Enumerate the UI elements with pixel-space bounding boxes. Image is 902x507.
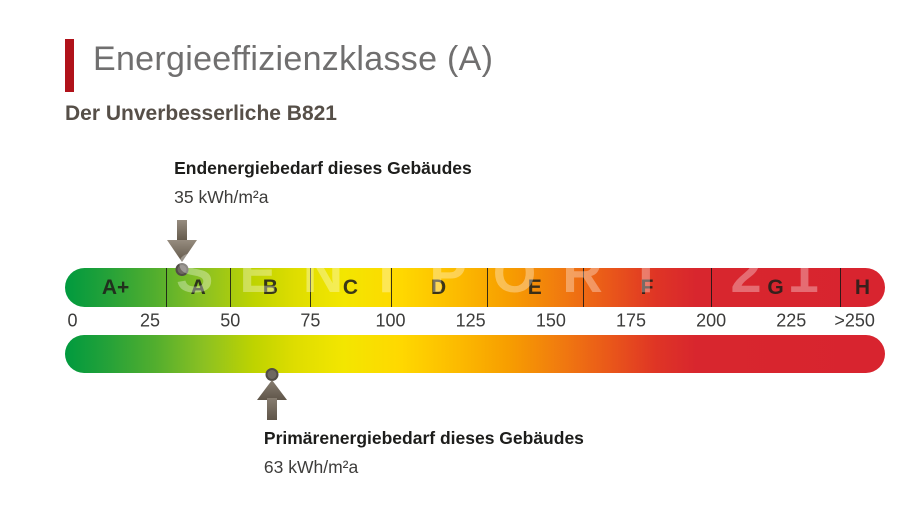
class-divider	[390, 268, 392, 307]
endenergie-value: 35 kWh/m²a	[174, 187, 269, 207]
scale-ticks-row: 0 25 50 75 100 125 150 175 200 225 >250	[65, 307, 885, 335]
class-divider	[839, 268, 841, 307]
scale-tick: >250	[834, 310, 875, 331]
class-label-c: C	[342, 275, 359, 299]
primaerenergie-arrow	[255, 368, 289, 426]
scale-tick: 150	[535, 310, 566, 331]
gradient-band	[65, 335, 885, 373]
class-divider	[230, 268, 232, 307]
class-label-a: A	[190, 275, 206, 299]
arrow-up-icon	[256, 380, 287, 420]
class-label-d: D	[431, 275, 447, 299]
class-label-g: G	[767, 275, 784, 299]
class-label-e: E	[527, 275, 542, 299]
scale-tick: 225	[776, 310, 807, 331]
scale-tick: 200	[696, 310, 727, 331]
class-divider	[166, 268, 168, 307]
endenergie-indicator: Endenergiebedarf dieses Gebäudes 35 kWh/…	[174, 157, 472, 208]
primaerenergie-label: Primärenergiebedarf dieses Gebäudes	[263, 428, 584, 448]
primaerenergie-indicator: Primärenergiebedarf dieses Gebäudes 63 k…	[264, 427, 584, 478]
class-label-b: B	[262, 275, 278, 299]
scale-tick: 25	[140, 310, 161, 331]
title-accent-bar	[65, 39, 74, 92]
energy-scale: A+ A B C D E F G H 0 25 50 75 100 125 150 175 200 225 >250	[65, 220, 885, 420]
class-band: A+ A B C D E F G H	[65, 268, 885, 307]
property-name: Der Unverbesserliche B821	[65, 102, 337, 125]
endenergie-label: Endenergiebedarf dieses Gebäudes	[174, 158, 472, 178]
class-divider	[711, 268, 713, 307]
scale-tick: 75	[300, 310, 321, 331]
arrow-down-icon	[167, 220, 198, 262]
class-divider	[486, 268, 488, 307]
scale-tick: 50	[220, 310, 241, 331]
scale-tick: 175	[615, 310, 647, 331]
scale-tick: 0	[67, 310, 78, 331]
class-divider	[310, 268, 312, 307]
endenergie-marker-dot	[175, 263, 189, 276]
primaerenergie-value: 63 kWh/m²a	[263, 457, 359, 477]
scale-tick: 100	[375, 310, 406, 331]
class-divider	[582, 268, 584, 307]
page-title: Energieeffizienzklasse (A)	[93, 40, 494, 78]
scale-tick: 125	[455, 310, 486, 331]
class-label-f: F	[640, 275, 654, 299]
class-label-aplus: A+	[101, 275, 130, 299]
endenergie-arrow	[165, 220, 199, 278]
class-label-h: H	[854, 275, 871, 299]
